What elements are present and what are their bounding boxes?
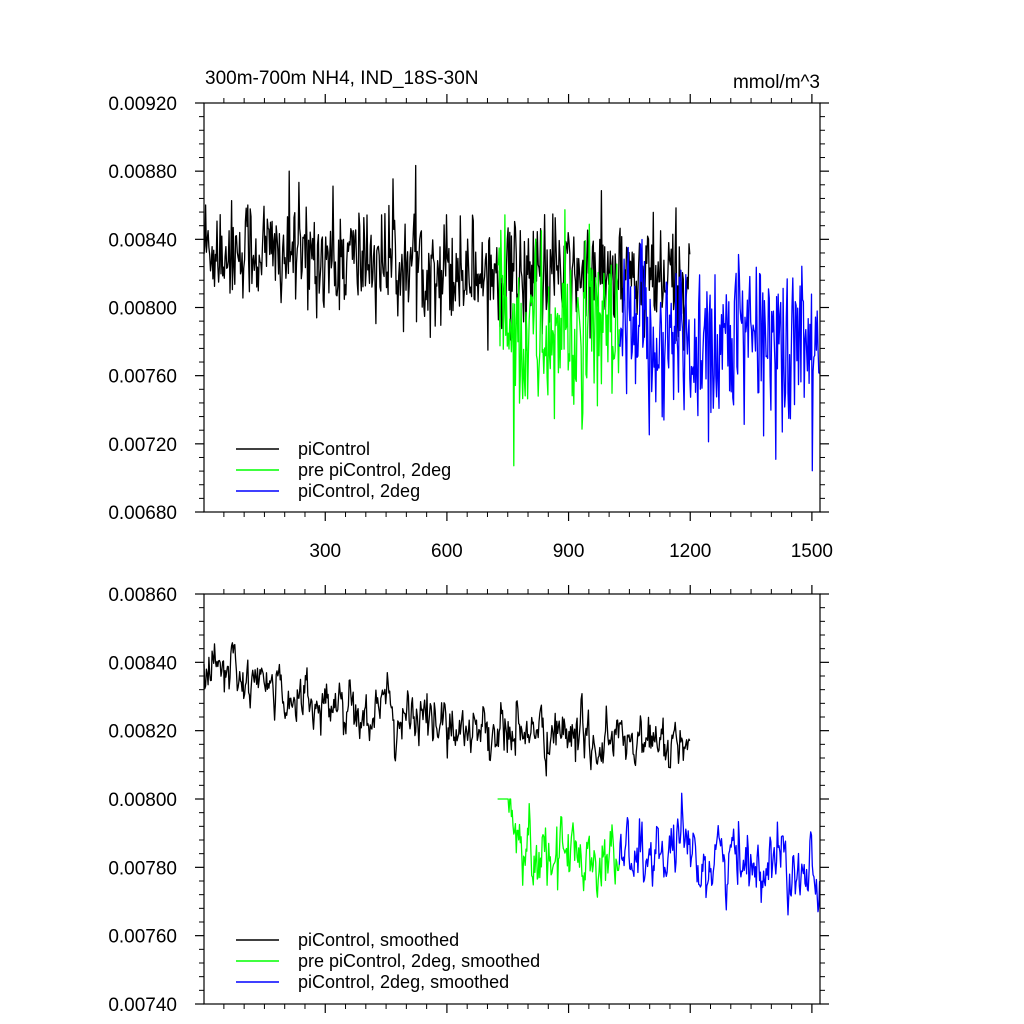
legend-label-picontrol: piControl bbox=[298, 439, 370, 459]
x-tick-label: 900 bbox=[553, 541, 585, 562]
y-tick-label: 0.00680 bbox=[108, 503, 177, 524]
y-tick-label: 0.00820 bbox=[108, 722, 177, 743]
legend-label-pre-picontrol-2deg: pre piControl, 2deg bbox=[298, 460, 451, 480]
top-axes: 0.00680 0.00720 0.00760 0.00800 0.00840 0.008… bbox=[108, 94, 833, 562]
y-tick-label: 0.00760 bbox=[108, 367, 177, 388]
x-tick-label: 1500 bbox=[791, 541, 833, 562]
units-label: mmol/m^3 bbox=[733, 72, 820, 93]
y-tick-label: 0.00760 bbox=[108, 927, 177, 948]
y-tick-label: 0.00720 bbox=[108, 435, 177, 456]
bottom-legend: piControl, smoothed pre piControl, 2deg,… bbox=[236, 930, 540, 992]
legend-label-picontrol-smoothed: piControl, smoothed bbox=[298, 930, 459, 950]
top-legend: piControl pre piControl, 2deg piControl,… bbox=[236, 439, 451, 501]
bottom-axes: 0.00740 0.00760 0.00780 0.00800 0.00820 0.008… bbox=[108, 585, 829, 1016]
y-tick-label: 0.00740 bbox=[108, 995, 177, 1016]
y-tick-label: 0.00920 bbox=[108, 94, 177, 115]
y-tick-label: 0.00840 bbox=[108, 230, 177, 251]
y-tick-label: 0.00880 bbox=[108, 162, 177, 183]
top-panel: 300m-700m NH4, IND_18S-30N mmol/m^3 0.00… bbox=[108, 68, 833, 562]
x-tick-label: 1200 bbox=[669, 541, 711, 562]
y-tick-label: 0.00800 bbox=[108, 790, 177, 811]
y-tick-label: 0.00780 bbox=[108, 858, 177, 879]
bottom-panel: 0.00740 0.00760 0.00780 0.00800 0.00820 0.008… bbox=[108, 585, 829, 1016]
series-line-picontrol-smoothed bbox=[203, 642, 691, 777]
top-series-lines bbox=[203, 164, 820, 472]
y-tick-label: 0.00840 bbox=[108, 653, 177, 674]
chart-title: 300m-700m NH4, IND_18S-30N bbox=[205, 68, 479, 89]
series-line-pre-picontrol-2deg bbox=[497, 209, 620, 467]
series-line-picontrol-2deg-smoothed bbox=[618, 792, 821, 916]
bottom-plot-frame bbox=[203, 593, 821, 1005]
legend-label-picontrol-2deg-smoothed: piControl, 2deg, smoothed bbox=[298, 972, 509, 992]
series-line-picontrol-2deg bbox=[618, 238, 820, 472]
x-tick-label: 600 bbox=[431, 541, 463, 562]
y-tick-label: 0.00800 bbox=[108, 299, 177, 320]
y-tick-label: 0.00860 bbox=[108, 585, 177, 606]
top-plot-frame bbox=[203, 102, 821, 513]
legend-label-picontrol-2deg: piControl, 2deg bbox=[298, 481, 420, 501]
bottom-series-lines bbox=[203, 642, 821, 916]
series-line-pre-picontrol-2deg-smoothed bbox=[497, 798, 620, 898]
x-tick-label: 300 bbox=[309, 541, 341, 562]
legend-label-pre-picontrol-2deg-smoothed: pre piControl, 2deg, smoothed bbox=[298, 951, 540, 971]
